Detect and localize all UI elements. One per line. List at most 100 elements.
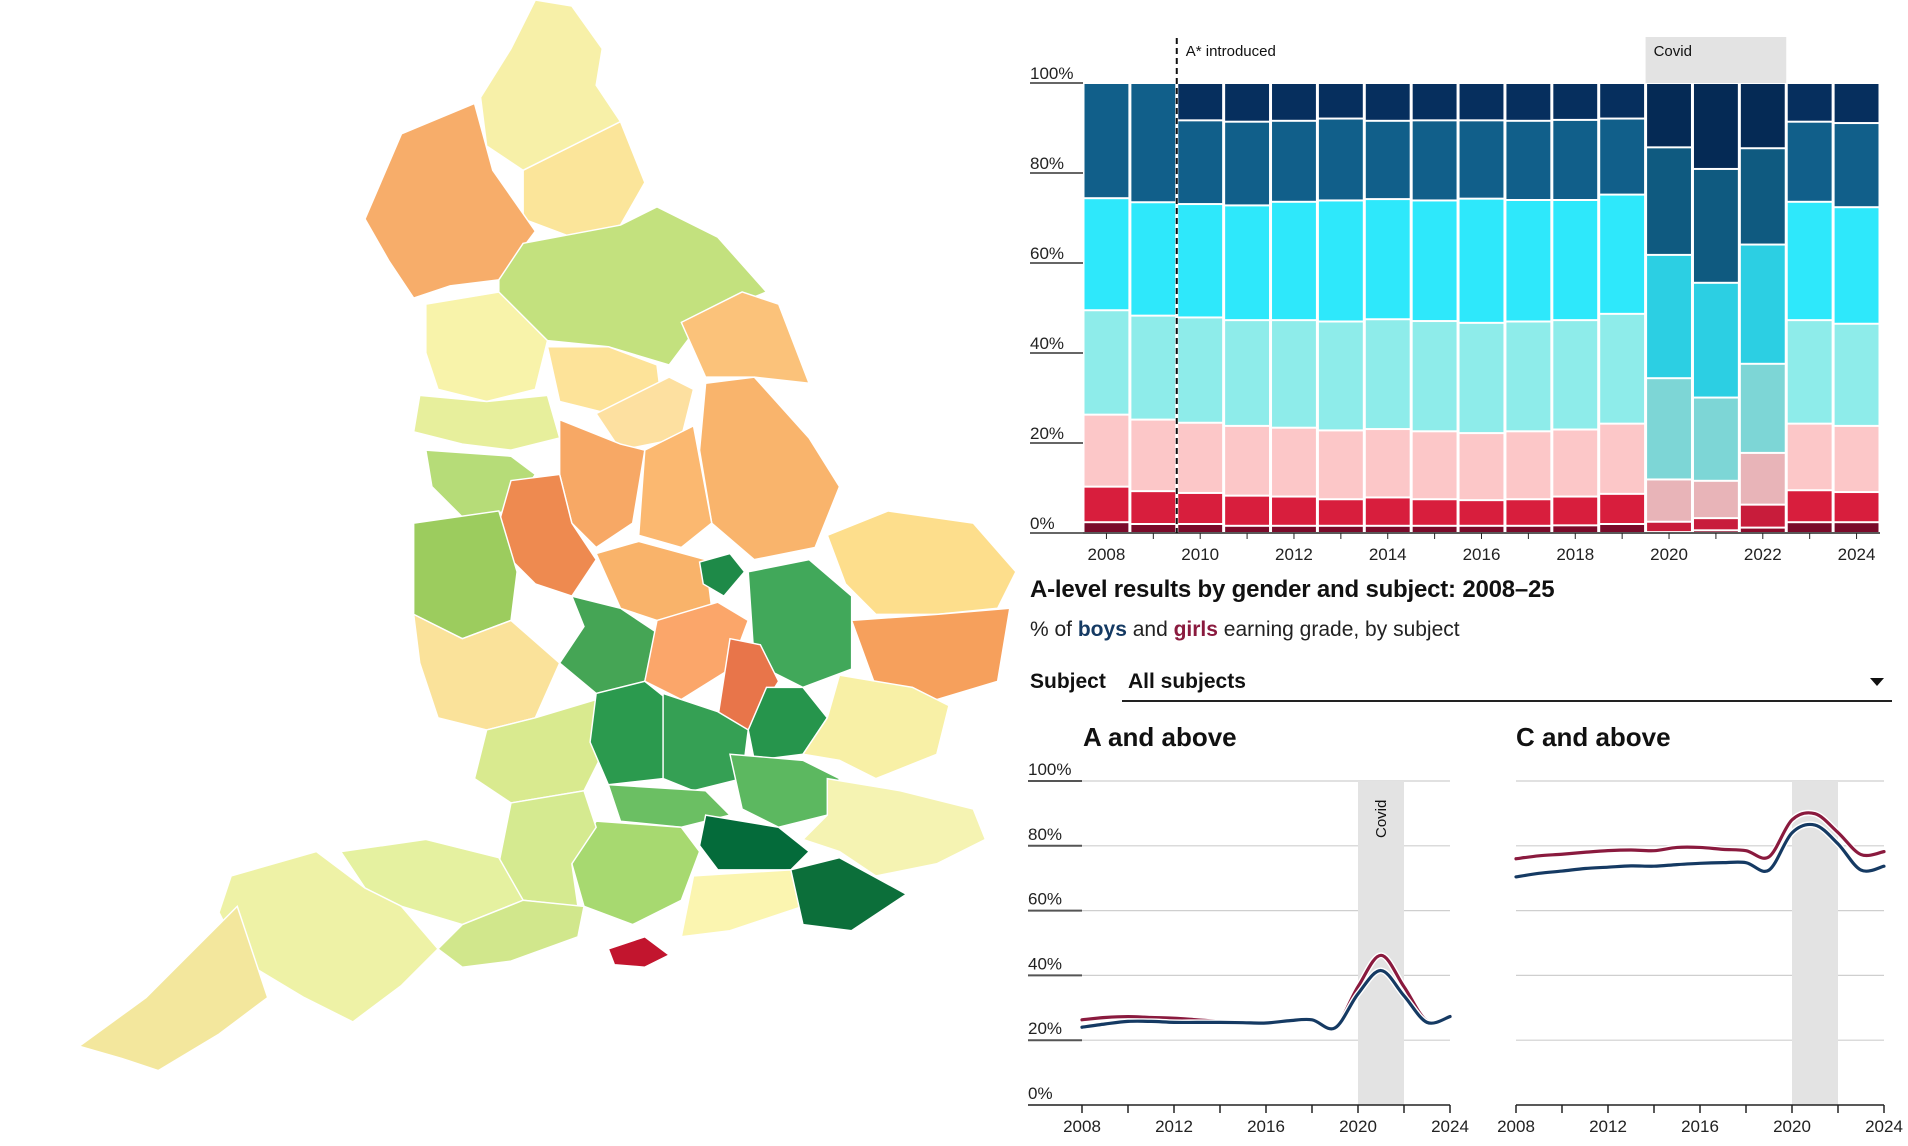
bar-segment[interactable] bbox=[1693, 398, 1738, 480]
bar-segment[interactable] bbox=[1225, 84, 1270, 121]
bar-segment[interactable] bbox=[1740, 528, 1785, 532]
map-region[interactable] bbox=[789, 856, 908, 932]
bar-segment[interactable] bbox=[1647, 255, 1691, 378]
bar-segment[interactable] bbox=[1459, 501, 1504, 525]
bar-segment[interactable] bbox=[1740, 245, 1785, 363]
bar-segment[interactable] bbox=[1553, 430, 1598, 496]
bar-segment[interactable] bbox=[1506, 500, 1551, 525]
bar-segment[interactable] bbox=[1647, 522, 1691, 532]
bar-segment[interactable] bbox=[1506, 322, 1551, 431]
bar-segment[interactable] bbox=[1506, 432, 1551, 499]
bar-segment[interactable] bbox=[1787, 321, 1832, 423]
bar-segment[interactable] bbox=[1412, 526, 1457, 532]
subject-dropdown[interactable]: All subjects bbox=[1122, 670, 1892, 702]
bar-segment[interactable] bbox=[1084, 311, 1129, 414]
bar-segment[interactable] bbox=[1412, 322, 1457, 431]
bar-segment[interactable] bbox=[1459, 121, 1504, 198]
bar-segment[interactable] bbox=[1506, 526, 1551, 532]
bar-segment[interactable] bbox=[1647, 379, 1691, 479]
bar-segment[interactable] bbox=[1412, 201, 1457, 321]
bar-segment[interactable] bbox=[1318, 500, 1363, 525]
bar-segment[interactable] bbox=[1600, 84, 1645, 118]
bar-segment[interactable] bbox=[1178, 318, 1223, 422]
bar-segment[interactable] bbox=[1318, 119, 1363, 200]
bar-segment[interactable] bbox=[1131, 316, 1176, 419]
bar-segment[interactable] bbox=[1787, 523, 1832, 532]
map-region[interactable] bbox=[801, 674, 950, 780]
map-region[interactable] bbox=[826, 510, 1017, 616]
map-region[interactable] bbox=[77, 904, 269, 1072]
chevron-down-icon[interactable] bbox=[1870, 678, 1884, 686]
bar-segment[interactable] bbox=[1787, 202, 1832, 320]
bar-segment[interactable] bbox=[1365, 498, 1410, 525]
line-girls[interactable] bbox=[1514, 811, 1886, 861]
bar-segment[interactable] bbox=[1740, 149, 1785, 244]
bar-segment[interactable] bbox=[1459, 323, 1504, 433]
bar-segment[interactable] bbox=[1693, 283, 1738, 397]
map-region[interactable] bbox=[680, 291, 811, 385]
bar-segment[interactable] bbox=[1459, 199, 1504, 322]
bar-segment[interactable] bbox=[1131, 525, 1176, 532]
bar-segment[interactable] bbox=[1272, 84, 1316, 120]
bar-segment[interactable] bbox=[1318, 201, 1363, 321]
bar-segment[interactable] bbox=[1225, 426, 1270, 495]
line-boys[interactable] bbox=[1514, 822, 1886, 879]
bar-segment[interactable] bbox=[1553, 84, 1598, 119]
bar-segment[interactable] bbox=[1647, 480, 1691, 521]
bar-segment[interactable] bbox=[1084, 487, 1129, 522]
bar-segment[interactable] bbox=[1084, 199, 1129, 310]
bar-segment[interactable] bbox=[1084, 523, 1129, 532]
bar-segment[interactable] bbox=[1693, 531, 1738, 532]
bar-segment[interactable] bbox=[1225, 496, 1270, 525]
map-region[interactable] bbox=[473, 698, 603, 804]
bar-segment[interactable] bbox=[1834, 84, 1879, 123]
bar-segment[interactable] bbox=[1272, 202, 1316, 320]
bar-segment[interactable] bbox=[1834, 523, 1879, 532]
bar-segment[interactable] bbox=[1506, 121, 1551, 199]
bar-segment[interactable] bbox=[1787, 424, 1832, 490]
bar-segment[interactable] bbox=[1553, 497, 1598, 525]
bar-segment[interactable] bbox=[1225, 321, 1270, 425]
bar-segment[interactable] bbox=[1600, 195, 1645, 313]
bar-segment[interactable] bbox=[1834, 124, 1879, 207]
bar-segment[interactable] bbox=[1365, 84, 1410, 120]
bar-segment[interactable] bbox=[1272, 428, 1316, 496]
bar-segment[interactable] bbox=[1693, 481, 1738, 518]
bar-segment[interactable] bbox=[1412, 500, 1457, 525]
map-region[interactable] bbox=[425, 291, 549, 403]
bar-segment[interactable] bbox=[1318, 84, 1363, 118]
map-region[interactable] bbox=[436, 899, 585, 968]
bar-segment[interactable] bbox=[1600, 494, 1645, 523]
bar-segment[interactable] bbox=[1318, 322, 1363, 430]
map-region[interactable] bbox=[801, 777, 987, 877]
bar-segment[interactable] bbox=[1600, 525, 1645, 532]
bar-segment[interactable] bbox=[1272, 497, 1316, 525]
map-region[interactable] bbox=[698, 376, 841, 561]
bar-segment[interactable] bbox=[1178, 84, 1223, 120]
bar-segment[interactable] bbox=[1553, 321, 1598, 429]
bar-segment[interactable] bbox=[1787, 84, 1832, 121]
bar-segment[interactable] bbox=[1600, 314, 1645, 423]
bar-segment[interactable] bbox=[1693, 84, 1738, 168]
map-region[interactable] bbox=[698, 552, 746, 598]
bar-segment[interactable] bbox=[1506, 84, 1551, 120]
map-region[interactable] bbox=[637, 424, 713, 549]
bar-segment[interactable] bbox=[1834, 208, 1879, 323]
bar-segment[interactable] bbox=[1740, 364, 1785, 452]
bar-segment[interactable] bbox=[1412, 432, 1457, 499]
bar-segment[interactable] bbox=[1412, 121, 1457, 200]
bar-segment[interactable] bbox=[1412, 84, 1457, 120]
bar-segment[interactable] bbox=[1740, 84, 1785, 148]
bar-segment[interactable] bbox=[1834, 324, 1879, 425]
bar-segment[interactable] bbox=[1553, 120, 1598, 199]
bar-segment[interactable] bbox=[1178, 205, 1223, 317]
bar-segment[interactable] bbox=[1553, 201, 1598, 320]
bar-segment[interactable] bbox=[1272, 121, 1316, 201]
bar-segment[interactable] bbox=[1693, 169, 1738, 282]
line-boys[interactable] bbox=[1080, 968, 1452, 1031]
bar-segment[interactable] bbox=[1834, 493, 1879, 522]
bar-segment[interactable] bbox=[1178, 525, 1223, 532]
bar-segment[interactable] bbox=[1225, 206, 1270, 320]
bar-segment[interactable] bbox=[1318, 526, 1363, 532]
bar-segment[interactable] bbox=[1600, 424, 1645, 493]
